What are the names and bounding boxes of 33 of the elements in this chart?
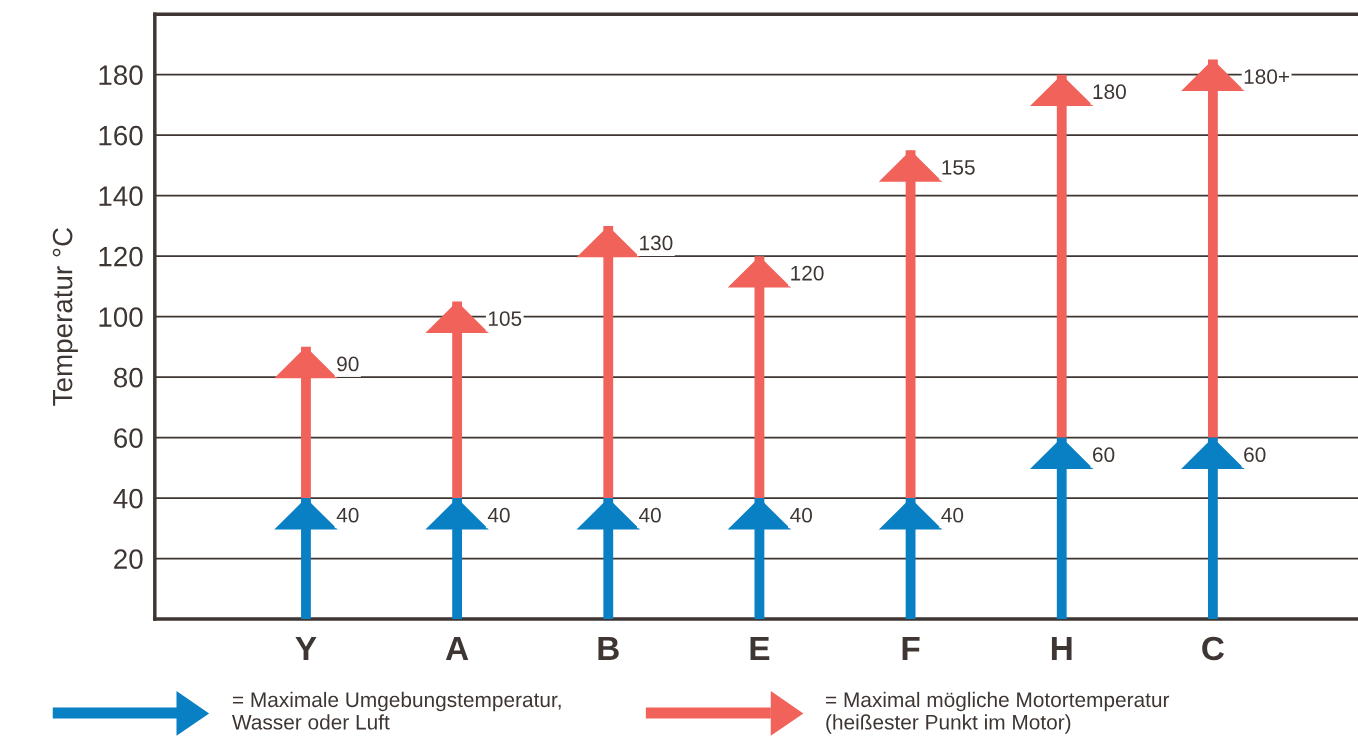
- total-label: 180: [1093, 84, 1126, 100]
- data-label: 60: [1244, 447, 1266, 463]
- x-tick-label: H: [1051, 636, 1072, 660]
- x-tick-label: A: [445, 636, 469, 660]
- total-label: 130: [640, 235, 673, 251]
- y-tick-label: 60: [114, 428, 143, 448]
- total-label: 105: [488, 311, 522, 326]
- y-tick-label: 20: [114, 549, 143, 569]
- total-label: 90: [337, 356, 359, 372]
- data-label: 40: [336, 507, 359, 523]
- total-label: 155: [942, 160, 975, 175]
- y-tick-label: 160: [99, 125, 143, 146]
- legend-label: = Maximal mögliche Motortemperatur (heißester Punkt im Motor): [826, 691, 1170, 734]
- y-tick-label: 120: [99, 246, 143, 267]
- y-tick-label: 100: [99, 307, 143, 327]
- total-label: 120: [791, 265, 824, 281]
- y-axis-title: Temperatur °C: [52, 227, 78, 406]
- data-label: 40: [790, 507, 813, 523]
- x-tick-label: E: [750, 636, 770, 660]
- x-tick-label: B: [598, 636, 619, 660]
- legend-label: = Maximale Umgebungstemperatur, Wasser oder Luft: [232, 691, 561, 730]
- x-tick-label: F: [902, 636, 920, 660]
- y-tick-label: 180: [99, 65, 143, 85]
- data-label: 40: [487, 507, 510, 523]
- data-label: 60: [1093, 447, 1115, 463]
- x-tick-label: C: [1202, 636, 1225, 661]
- data-label: 40: [941, 507, 964, 523]
- y-tick-label: 40: [113, 488, 143, 509]
- total-label: 180+: [1244, 69, 1290, 84]
- y-tick-label: 140: [99, 186, 143, 206]
- y-tick-label: 80: [114, 367, 143, 388]
- data-label: 40: [638, 507, 661, 523]
- x-tick-label: Y: [295, 636, 317, 660]
